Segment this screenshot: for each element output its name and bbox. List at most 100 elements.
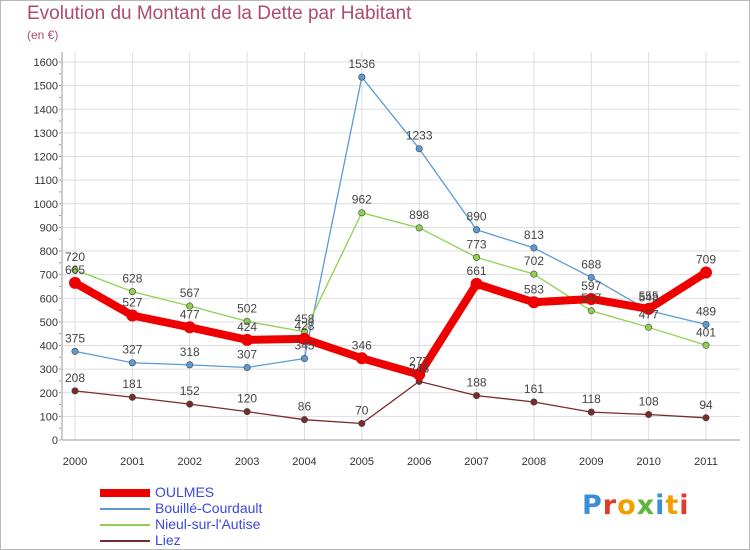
data-label: 327 <box>122 343 142 357</box>
data-point <box>183 321 196 334</box>
y-tick-label: 500 <box>40 317 58 329</box>
data-point <box>473 226 481 234</box>
data-point <box>128 393 136 401</box>
data-point <box>527 296 540 309</box>
x-tick-label: 2010 <box>636 456 660 468</box>
data-point <box>585 292 598 305</box>
data-point <box>415 145 423 153</box>
data-point <box>186 361 194 369</box>
data-label: 120 <box>237 392 257 406</box>
y-tick-label: 1400 <box>34 104 58 116</box>
plot-area <box>62 52 740 440</box>
x-tick-label: 2000 <box>63 456 87 468</box>
data-point <box>71 387 79 395</box>
data-point <box>702 320 710 328</box>
x-tick-label: 2006 <box>407 456 431 468</box>
legend-label: Liez <box>155 532 181 548</box>
y-tick-label: 200 <box>40 388 58 400</box>
x-tick-label: 2011 <box>694 456 718 468</box>
x-tick-label: 2003 <box>235 456 259 468</box>
data-point <box>413 368 426 381</box>
data-point <box>415 224 423 232</box>
x-tick-label: 2008 <box>522 456 546 468</box>
logo-letter: t <box>665 490 680 521</box>
data-label: 108 <box>639 394 659 408</box>
data-point <box>71 347 79 355</box>
series-line-0 <box>74 76 707 369</box>
data-label: 161 <box>524 382 544 396</box>
x-tick-label: 2007 <box>464 456 488 468</box>
y-tick-label: 600 <box>40 293 58 305</box>
data-label: 70 <box>355 403 369 417</box>
y-tick-label: 0 <box>52 435 58 447</box>
data-label: 661 <box>467 264 487 278</box>
data-point <box>587 273 595 281</box>
legend-label: Nieul-sur-l'Autise <box>155 516 261 532</box>
data-point <box>358 73 366 81</box>
data-point <box>128 288 136 296</box>
data-label: 375 <box>65 331 85 345</box>
data-label: 1233 <box>406 129 433 143</box>
data-point <box>243 363 251 371</box>
data-label: 962 <box>352 193 372 207</box>
legend-swatch <box>100 508 150 510</box>
data-point <box>642 302 655 315</box>
data-point <box>530 398 538 406</box>
x-tick-label: 2001 <box>120 456 144 468</box>
data-label: 628 <box>122 272 142 286</box>
data-label: 477 <box>639 307 659 321</box>
data-label: 567 <box>180 286 200 300</box>
data-label: 1536 <box>348 57 375 71</box>
logo-letter: i <box>679 490 690 521</box>
y-tick-label: 400 <box>40 341 58 353</box>
series-line-1 <box>74 212 707 346</box>
data-label: 489 <box>696 304 716 318</box>
legend-swatch <box>100 540 150 542</box>
data-point <box>298 332 311 345</box>
data-label: 181 <box>122 377 142 391</box>
data-label: 527 <box>122 295 142 309</box>
data-label: 555 <box>639 289 659 303</box>
data-point <box>700 266 712 279</box>
logo-letter: i <box>655 490 666 521</box>
data-point <box>587 307 595 315</box>
data-point <box>702 414 710 422</box>
y-tick-label: 100 <box>40 411 58 423</box>
data-label: 458 <box>294 312 314 326</box>
data-point <box>702 341 710 349</box>
y-tick-label: 1300 <box>34 128 58 140</box>
data-label: 709 <box>696 252 716 266</box>
y-tick-label: 1600 <box>34 57 58 69</box>
data-label: 477 <box>180 307 200 321</box>
data-point <box>358 419 366 427</box>
data-label: 118 <box>582 392 601 406</box>
line-chart: 0 100 200 300 400 500 600 700 800 900 1000 1100 1200… <box>34 52 740 468</box>
x-tick-label: 2005 <box>350 456 374 468</box>
data-label: 547 <box>581 291 601 305</box>
data-label: 318 <box>180 345 200 359</box>
data-point <box>587 408 595 416</box>
data-label: 94 <box>699 398 713 412</box>
logo-letter: x <box>636 490 656 521</box>
x-tick-label: 2004 <box>292 456 316 468</box>
data-point <box>186 302 194 310</box>
data-label: 248 <box>409 361 429 375</box>
data-label: 898 <box>409 208 429 222</box>
logo-letter: P <box>582 490 603 521</box>
proxiti-logo: Proxiti <box>582 490 690 521</box>
y-tick-label: 700 <box>40 270 58 282</box>
data-label: 583 <box>524 282 544 296</box>
data-point <box>128 359 136 367</box>
y-tick-label: 1500 <box>34 81 58 93</box>
data-label: 890 <box>467 210 487 224</box>
data-label: 720 <box>65 250 85 264</box>
y-tick-label: 1200 <box>34 152 58 164</box>
x-tick-label: 2002 <box>177 456 201 468</box>
y-tick-label: 1000 <box>34 199 58 211</box>
y-tick-label: 300 <box>40 364 58 376</box>
chart-title: Evolution du Montant de la Dette par Hab… <box>27 3 412 24</box>
logo-letter: o <box>617 490 637 521</box>
data-point <box>355 352 368 365</box>
data-label: 345 <box>294 338 314 352</box>
data-point <box>300 354 308 362</box>
